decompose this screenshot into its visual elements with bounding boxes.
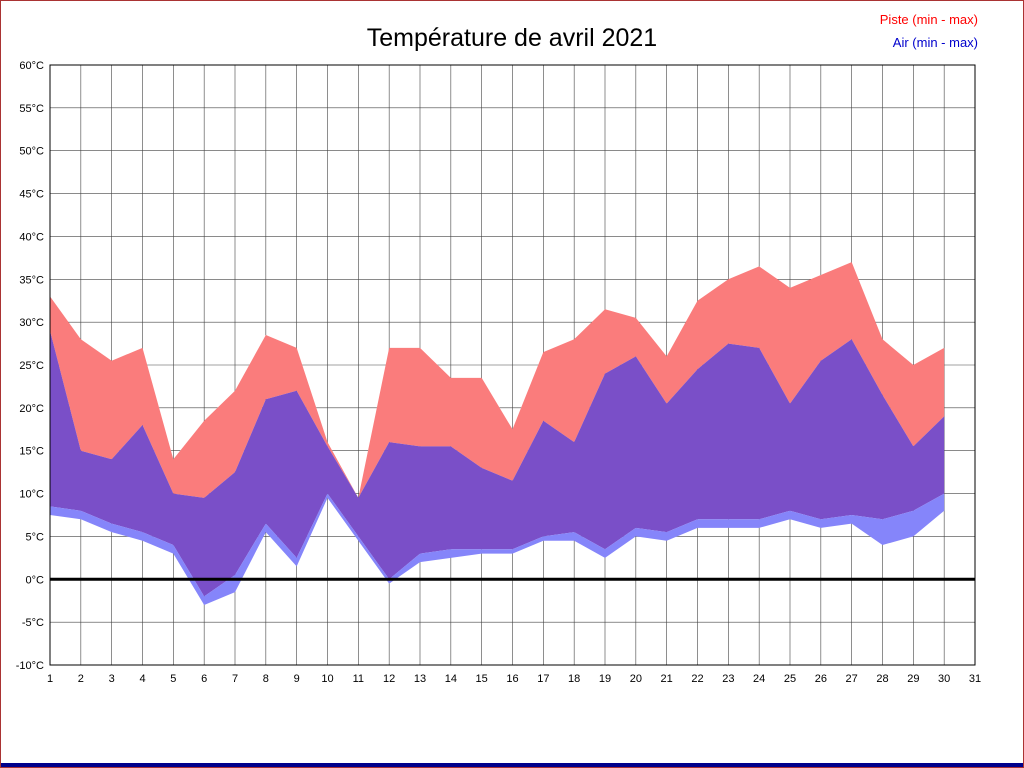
x-axis-tick-label: 5 (170, 673, 176, 685)
x-axis-tick-label: 13 (414, 673, 426, 685)
y-axis-tick-label: 50°C (19, 146, 44, 158)
x-axis-tick-label: 31 (969, 673, 981, 685)
x-axis-tick-label: 15 (476, 673, 488, 685)
y-axis-tick-label: 0°C (26, 574, 45, 586)
x-axis-tick-label: 9 (294, 673, 300, 685)
y-axis-tick-label: 20°C (19, 403, 44, 415)
x-axis-tick-label: 22 (691, 673, 703, 685)
x-axis-tick-label: 23 (722, 673, 734, 685)
x-axis-tick-label: 16 (506, 673, 518, 685)
x-axis-tick-label: 17 (537, 673, 549, 685)
plot-border (49, 64, 976, 666)
y-axis-tick-label: -10°C (16, 660, 44, 672)
x-axis-tick-label: 29 (907, 673, 919, 685)
x-axis-tick-label: 6 (201, 673, 207, 685)
x-axis-tick-label: 1 (47, 673, 53, 685)
x-axis-tick-label: 21 (661, 673, 673, 685)
x-axis-tick-label: 10 (321, 673, 333, 685)
y-axis-tick-label: 40°C (19, 231, 44, 243)
x-axis-tick-label: 8 (263, 673, 269, 685)
air-temperature-band (50, 493, 945, 605)
legend-piste-label: Piste (min - max) (880, 12, 978, 27)
y-axis-tick-label: 25°C (19, 360, 44, 372)
x-axis-tick-label: 20 (630, 673, 642, 685)
x-axis-tick-label: 24 (753, 673, 765, 685)
y-axis-tick-label: -5°C (22, 617, 44, 629)
x-axis-tick-label: 14 (445, 673, 457, 685)
x-axis-tick-label: 4 (139, 673, 145, 685)
bottom-bar (0, 763, 1024, 768)
y-axis-tick-label: 30°C (19, 317, 44, 329)
x-axis-tick-label: 30 (938, 673, 950, 685)
y-axis-tick-label: 45°C (19, 189, 44, 201)
x-axis-tick-label: 25 (784, 673, 796, 685)
chart-canvas: 60°C55°C50°C45°C40°C35°C30°C25°C20°C15°C… (16, 60, 981, 685)
x-axis-tick-label: 27 (846, 673, 858, 685)
overlap-temperature-band (50, 330, 945, 597)
x-axis-tick-label: 18 (568, 673, 580, 685)
x-axis-tick-label: 28 (876, 673, 888, 685)
x-axis-tick-label: 3 (109, 673, 115, 685)
piste-temperature-band (50, 262, 945, 498)
x-axis-tick-label: 26 (815, 673, 827, 685)
x-axis-tick-label: 7 (232, 673, 238, 685)
x-axis-tick-label: 2 (78, 673, 84, 685)
y-axis-tick-label: 60°C (19, 60, 44, 72)
y-axis-tick-label: 35°C (19, 274, 44, 286)
x-axis-tick-label: 12 (383, 673, 395, 685)
x-axis-tick-label: 11 (353, 673, 364, 685)
chart-title: Température de avril 2021 (367, 24, 657, 52)
x-axis-tick-label: 19 (599, 673, 611, 685)
y-axis-tick-label: 15°C (19, 446, 44, 458)
y-axis-tick-label: 5°C (26, 531, 45, 543)
y-axis-tick-label: 10°C (19, 489, 44, 501)
y-axis-tick-label: 55°C (19, 103, 44, 115)
legend-air-label: Air (min - max) (893, 35, 978, 50)
